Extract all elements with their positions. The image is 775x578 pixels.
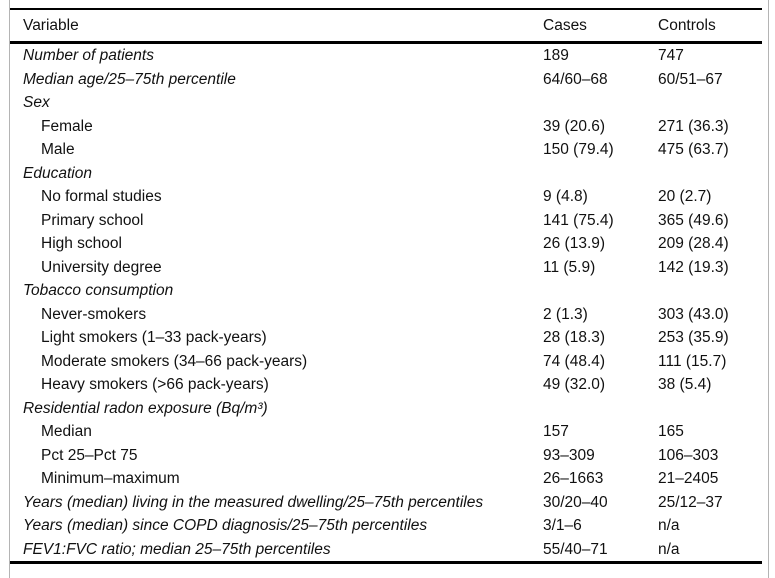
controls-value: 303 (43.0) [658,305,729,323]
row-label: Moderate smokers (34–66 pack-years) [41,352,308,370]
controls-value: 165 [658,423,684,440]
row-label: Median [41,423,92,440]
row-label: Light smokers (1–33 pack-years) [41,329,267,346]
cases-value: 26 (13.9) [543,235,606,252]
cases-value: 64/60–68 [543,70,608,88]
cases-value: 39 (20.6) [543,117,606,135]
controls-value: 25/12–37 [658,493,723,511]
table-row: Pct 25–Pct 75 93–309 106–303 [10,444,768,468]
cases-value: 55/40–71 [543,540,608,558]
section-row: Tobacco consumption [10,279,768,303]
table-row: Years (median) since COPD diagnosis/25–7… [10,514,768,538]
row-label: Male [41,141,75,158]
table-row: Median age/25–75th percentile 64/60–68 6… [10,68,768,92]
cases-value: 189 [543,47,569,64]
table-header-row: Variable Cases Controls [10,10,768,41]
cases-value: 141 (75.4) [543,211,614,229]
row-label: Primary school [41,211,144,229]
cases-value: 26–1663 [543,470,604,487]
controls-value: 38 (5.4) [658,376,712,393]
controls-value: 20 (2.7) [658,188,712,205]
controls-value: 142 (19.3) [658,258,729,276]
top-rule [10,8,762,10]
cases-value: 9 (4.8) [543,188,588,205]
table-row: University degree 11 (5.9) 142 (19.3) [10,256,768,280]
controls-value: 106–303 [658,446,719,464]
row-label: High school [41,235,122,252]
table-row: Minimum–maximum 26–1663 21–2405 [10,467,768,491]
column-header-cases: Cases [543,16,587,34]
table-row: Light smokers (1–33 pack-years) 28 (18.3… [10,326,768,350]
controls-value: 209 (28.4) [658,235,729,252]
row-label: Pct 25–Pct 75 [41,446,138,464]
cases-value: 30/20–40 [543,493,608,511]
controls-value: 21–2405 [658,470,719,487]
cases-value: 28 (18.3) [543,329,606,346]
table-row: Heavy smokers (>66 pack-years) 49 (32.0)… [10,373,768,397]
section-label: Residential radon exposure (Bq/m³) [23,399,268,417]
column-header-controls: Controls [658,16,716,34]
row-label: Number of patients [23,47,154,64]
cases-value: 157 [543,423,569,440]
cases-value: 150 (79.4) [543,141,614,158]
row-label: University degree [41,258,162,276]
table-row: High school 26 (13.9) 209 (28.4) [10,232,768,256]
section-label: Tobacco consumption [23,282,174,299]
row-label: Heavy smokers (>66 pack-years) [41,376,269,393]
row-label: No formal studies [41,188,162,205]
cases-value: 2 (1.3) [543,305,588,323]
table-row: No formal studies 9 (4.8) 20 (2.7) [10,185,768,209]
row-label: FEV1:FVC ratio; median 25–75th percentil… [23,540,331,558]
row-label: Female [41,117,93,135]
bottom-rule [10,561,762,564]
cases-value: 93–309 [543,446,595,464]
section-row: Residential radon exposure (Bq/m³) [10,397,768,421]
controls-value: 253 (35.9) [658,329,729,346]
section-label: Sex [23,94,50,111]
controls-value: 271 (36.3) [658,117,729,135]
table-container: Variable Cases Controls Number of patien… [9,0,769,578]
header-rule [10,41,762,44]
controls-value: 747 [658,47,684,64]
table-row: Number of patients 189 747 [10,44,768,68]
row-label: Never-smokers [41,305,147,323]
cases-value: 3/1–6 [543,517,582,534]
table-row: Never-smokers 2 (1.3) 303 (43.0) [10,303,768,327]
controls-value: 60/51–67 [658,70,723,88]
cases-value: 49 (32.0) [543,376,606,393]
cases-value: 74 (48.4) [543,352,606,370]
row-label: Minimum–maximum [41,470,180,487]
section-row: Education [10,162,768,186]
row-label: Median age/25–75th percentile [23,70,236,88]
table-row: Primary school 141 (75.4) 365 (49.6) [10,209,768,233]
table-row: Male 150 (79.4) 475 (63.7) [10,138,768,162]
table-row: Female 39 (20.6) 271 (36.3) [10,115,768,139]
controls-value: 365 (49.6) [658,211,729,229]
table-row: Years (median) living in the measured dw… [10,491,768,515]
table-row: Moderate smokers (34–66 pack-years) 74 (… [10,350,768,374]
cases-value: 11 (5.9) [543,258,596,276]
section-row: Sex [10,91,768,115]
table-row: FEV1:FVC ratio; median 25–75th percentil… [10,538,768,562]
table-row: Median 157 165 [10,420,768,444]
section-label: Education [23,164,92,182]
column-header-variable: Variable [23,16,79,34]
controls-value: n/a [658,540,680,558]
controls-value: 475 (63.7) [658,141,729,158]
row-label: Years (median) living in the measured dw… [23,493,484,511]
controls-value: 111 (15.7) [658,352,727,370]
row-label: Years (median) since COPD diagnosis/25–7… [23,517,428,534]
controls-value: n/a [658,517,680,534]
